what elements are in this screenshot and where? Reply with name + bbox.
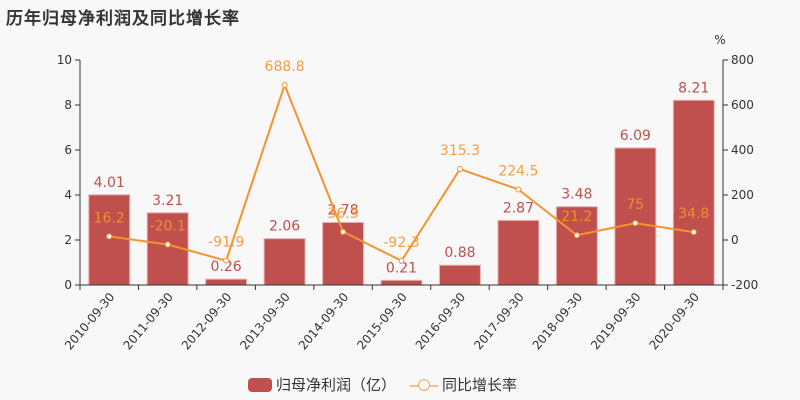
- left-axis-tick-label: 10: [57, 53, 72, 67]
- bar-2016-09-30[interactable]: [438, 264, 481, 286]
- line-value-label: 75: [626, 197, 644, 213]
- bar-value-label: 4.01: [94, 175, 125, 191]
- legend-bar-swatch-icon[interactable]: [248, 377, 272, 392]
- x-axis-tick-label: 2018-09-30: [530, 290, 586, 352]
- line-value-label: -20.1: [150, 219, 186, 235]
- line-point-2012-09-30[interactable]: [223, 257, 230, 264]
- line-value-label: -92.3: [383, 235, 419, 251]
- left-axis-tick-label: 4: [64, 188, 72, 202]
- bar-value-label: 0.26: [211, 259, 242, 275]
- line-value-label: 21.2: [561, 209, 592, 225]
- x-axis-tick-label: 2019-09-30: [588, 290, 644, 352]
- x-axis-tick-label: 2012-09-30: [179, 290, 235, 352]
- chart-plot: 4.013.210.262.062.780.210.882.873.486.09…: [57, 33, 759, 352]
- right-axis-tick-label: 200: [731, 188, 754, 202]
- line-value-label: 224.5: [498, 163, 538, 179]
- x-axis-tick-label: 2020-09-30: [647, 290, 703, 352]
- bar-2019-09-30[interactable]: [614, 147, 657, 286]
- left-axis-tick-label: 2: [64, 233, 72, 247]
- bar-2013-09-30[interactable]: [263, 238, 306, 286]
- x-axis-tick-label: 2011-09-30: [120, 290, 176, 352]
- x-axis-tick-label: 2010-09-30: [62, 290, 118, 352]
- line-point-2014-09-30[interactable]: [340, 228, 347, 235]
- x-axis-tick-label: 2016-09-30: [413, 290, 469, 352]
- right-axis-tick-label: -200: [731, 278, 758, 292]
- bar-2010-09-30[interactable]: [88, 194, 131, 286]
- line-point-2015-09-30[interactable]: [398, 257, 405, 264]
- bar-value-label: 6.09: [620, 128, 651, 144]
- line-point-2020-09-30[interactable]: [690, 229, 697, 236]
- bar-2012-09-30[interactable]: [205, 278, 248, 286]
- bar-value-label: 8.21: [678, 80, 709, 96]
- line-point-2011-09-30[interactable]: [164, 241, 171, 248]
- line-value-label: 16.2: [94, 210, 125, 226]
- legend-line-label[interactable]: 同比增长率: [442, 376, 518, 394]
- bar-2020-09-30[interactable]: [672, 99, 715, 286]
- line-value-label: 36.3: [327, 206, 358, 222]
- chart-title: 历年归母净利润及同比增长率: [6, 9, 240, 29]
- right-axis-tick-label: 800: [731, 53, 754, 67]
- bar-value-label: 2.87: [503, 200, 534, 216]
- x-axis-tick-label: 2015-09-30: [354, 290, 410, 352]
- line-point-2013-09-30[interactable]: [281, 82, 288, 89]
- left-axis-tick-label: 6: [64, 143, 72, 157]
- right-axis-unit: %: [714, 33, 725, 47]
- bar-2018-09-30[interactable]: [555, 206, 598, 286]
- x-axis-tick-label: 2017-09-30: [471, 290, 527, 352]
- right-axis-tick-label: 400: [731, 143, 754, 157]
- line-value-label: 34.8: [678, 206, 709, 222]
- line-value-label: 688.8: [265, 59, 305, 75]
- line-point-2010-09-30[interactable]: [106, 233, 113, 240]
- right-axis-tick-label: 600: [731, 98, 754, 112]
- line-value-label: -91.9: [208, 235, 244, 251]
- left-axis-tick-label: 8: [64, 98, 72, 112]
- line-point-2017-09-30[interactable]: [515, 186, 522, 193]
- line-point-2016-09-30[interactable]: [456, 166, 463, 173]
- left-axis-tick-label: 0: [64, 278, 72, 292]
- bar-2015-09-30[interactable]: [380, 279, 423, 286]
- bar-value-label: 2.06: [269, 219, 300, 235]
- bar-value-label: 3.21: [152, 193, 183, 209]
- bar-value-label: 0.21: [386, 260, 417, 276]
- bar-value-label: 0.88: [444, 245, 475, 261]
- right-axis-tick-label: 0: [731, 233, 739, 247]
- legend-bar-label[interactable]: 归母净利润（亿）: [276, 376, 397, 394]
- line-point-2019-09-30[interactable]: [632, 220, 639, 227]
- line-point-2018-09-30[interactable]: [573, 232, 580, 239]
- line-value-label: 315.3: [440, 143, 480, 159]
- bar-value-label: 3.48: [561, 187, 592, 203]
- x-axis-tick-label: 2013-09-30: [237, 290, 293, 352]
- chart-legend: 归母净利润（亿） 同比增长率: [248, 374, 517, 395]
- bar-2017-09-30[interactable]: [497, 219, 540, 286]
- x-axis-tick-label: 2014-09-30: [296, 290, 352, 352]
- legend-line-swatch-icon[interactable]: [410, 378, 439, 392]
